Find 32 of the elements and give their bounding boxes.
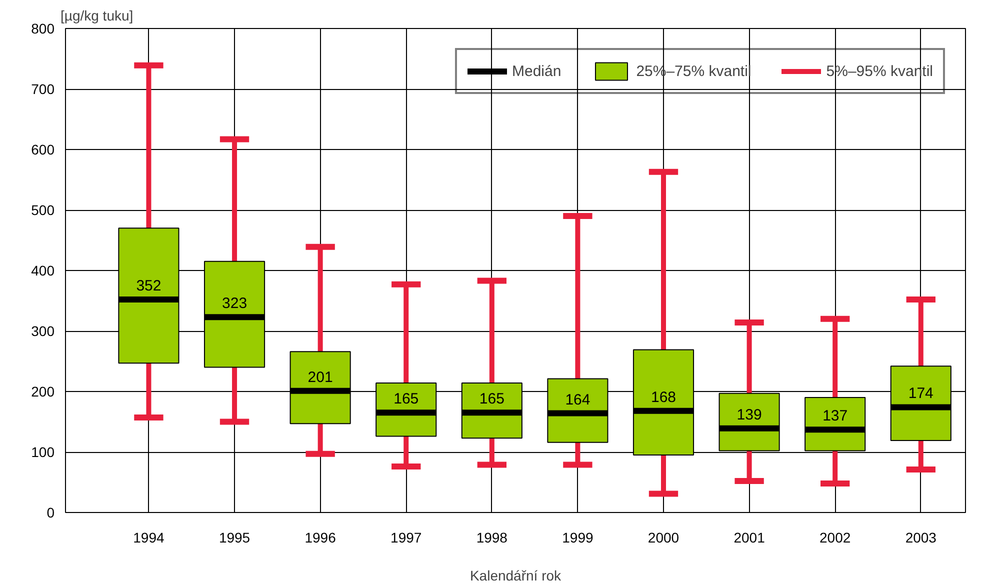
text: 137 [822, 408, 848, 425]
x-tick-label: 1999 [562, 530, 594, 546]
text: 165 [394, 390, 419, 408]
x-tick-label: 2000 [648, 530, 680, 546]
text: 323 [222, 295, 248, 312]
y-tick-label: 800 [31, 20, 55, 36]
text: 168 [650, 388, 676, 406]
y-tick-label: 500 [31, 202, 55, 218]
y-axis-title: [µg/kg tuku] [60, 8, 134, 24]
y-tick-label: 200 [31, 384, 55, 400]
x-tick-label: 1997 [390, 530, 422, 546]
text: 164 [565, 391, 590, 408]
x-axis-title: Kalendářní rok [470, 568, 562, 584]
text: 139 [736, 406, 762, 424]
text: 165 [479, 390, 504, 408]
text: 352 [136, 278, 162, 295]
x-tick-label: 1998 [476, 530, 508, 546]
x-tick-label: 1994 [133, 530, 165, 546]
y-tick-label: 600 [31, 142, 55, 158]
y-tick-label: 300 [31, 323, 55, 339]
annotation: Medián [512, 62, 562, 80]
x-tick-label: 2001 [734, 530, 766, 546]
y-tick-label: 700 [31, 81, 55, 97]
y-tick-label: 0 [46, 504, 55, 520]
text: 201 [308, 368, 333, 386]
x-tick-label: 2002 [820, 530, 851, 546]
x-tick-label: 1996 [304, 530, 336, 546]
y-tick-label: 400 [31, 262, 55, 278]
text: 174 [908, 385, 934, 402]
x-tick-label: 1995 [218, 530, 250, 546]
y-tick-label: 100 [31, 444, 55, 460]
x-tick-label: 2003 [905, 530, 937, 546]
